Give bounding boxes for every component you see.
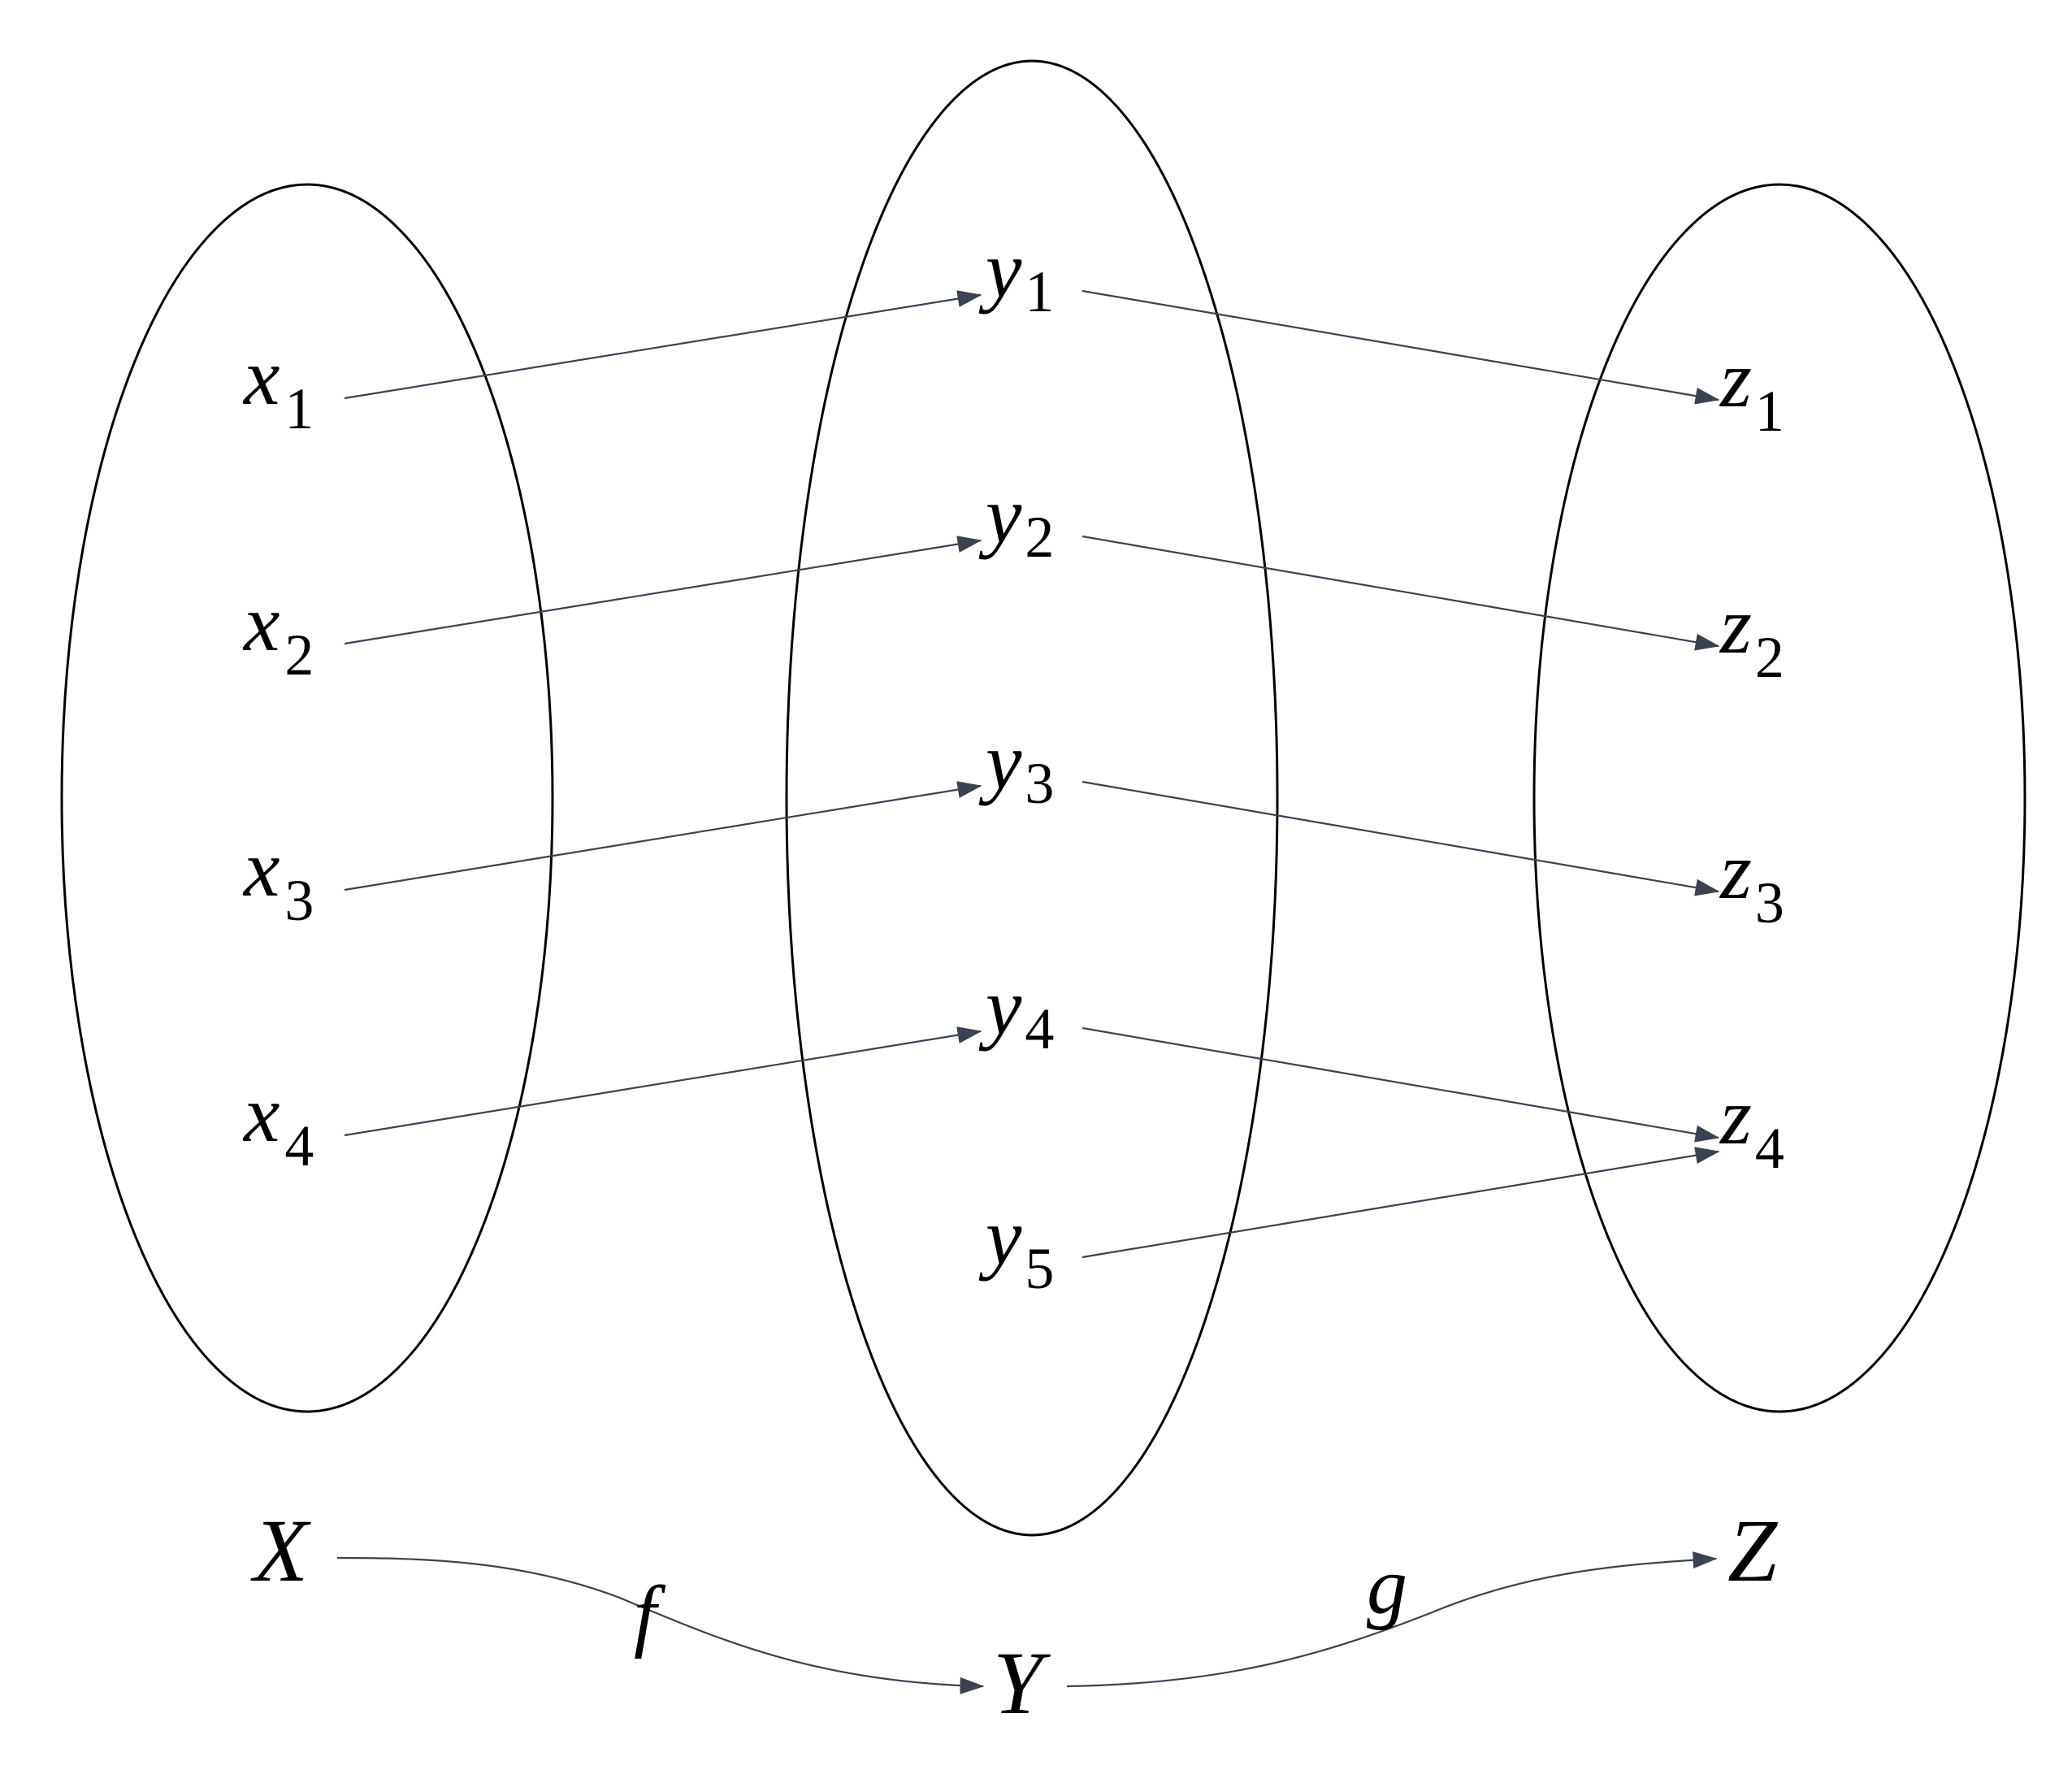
arrow-x1-y1	[344, 290, 982, 400]
function-g-label: g	[1367, 1541, 1407, 1631]
element-x2: x2	[242, 578, 314, 688]
arrow-x3-y3	[344, 781, 982, 892]
set-z-ellipse	[1532, 183, 2026, 1413]
element-z1: z1	[1719, 334, 1784, 444]
element-z4: z4	[1719, 1071, 1784, 1181]
element-y3: y3	[978, 716, 1054, 816]
element-y1: y1	[978, 224, 1054, 324]
arrow-y2-z2	[1082, 535, 1720, 651]
element-y5: y5	[978, 1191, 1054, 1301]
function-f-arrow	[336, 1556, 985, 1694]
element-x1: x1	[242, 332, 314, 441]
arrow-x4-y4	[344, 1026, 982, 1137]
set-y-ellipse	[785, 59, 1279, 1537]
set-x-ellipse	[60, 183, 554, 1413]
element-x3: x3	[242, 823, 314, 933]
set-y-label: Y	[993, 1633, 1051, 1733]
arrow-y3-z3	[1082, 780, 1720, 896]
element-y2: y2	[978, 470, 1054, 570]
element-y4: y4	[978, 961, 1054, 1061]
element-z2: z2	[1719, 580, 1784, 690]
element-x4: x4	[242, 1069, 314, 1178]
arrow-x2-y2	[344, 536, 982, 645]
arrow-y4-z4	[1082, 1026, 1720, 1143]
arrow-y5-z4	[1082, 1147, 1720, 1259]
set-x-label: X	[250, 1501, 311, 1600]
function-g-arrow	[1066, 1551, 1718, 1688]
mapping-f-arrows	[344, 290, 982, 1137]
set-z-label: Z	[1727, 1501, 1779, 1600]
mapping-g-arrows	[1082, 289, 1720, 1259]
element-z3: z3	[1719, 826, 1784, 935]
arrow-y1-z1	[1082, 289, 1720, 405]
